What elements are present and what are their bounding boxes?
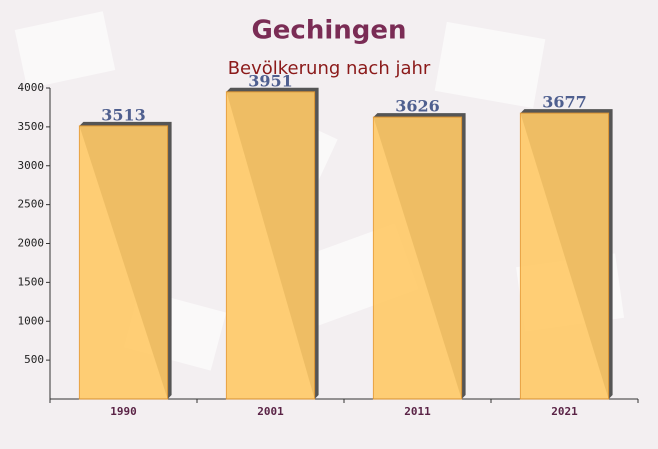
y-tick-label: 1000 — [18, 314, 45, 327]
value-label: 3513 — [101, 105, 146, 124]
bar — [372, 116, 463, 400]
y-tick-label: 3500 — [18, 120, 45, 133]
chart-title: Gechingen — [251, 16, 406, 46]
y-tick-label: 1500 — [18, 275, 45, 288]
value-label: 3951 — [248, 71, 293, 90]
bar — [519, 112, 610, 400]
x-tick-label: 2021 — [551, 405, 578, 418]
y-tick-label: 4000 — [18, 81, 45, 94]
value-label: 3677 — [542, 93, 587, 112]
y-tick-label: 500 — [24, 353, 44, 366]
y-tick-label: 2000 — [18, 237, 45, 250]
value-label: 3626 — [395, 97, 440, 116]
y-tick-label: 3000 — [18, 159, 45, 172]
x-tick-label: 2011 — [404, 405, 431, 418]
y-tick-label: 2500 — [18, 198, 45, 211]
bar — [225, 91, 316, 400]
chart-subtitle: Bevölkerung nach jahr — [228, 58, 431, 79]
bar — [78, 125, 169, 400]
x-tick-label: 1990 — [110, 405, 137, 418]
x-tick-label: 2001 — [257, 405, 284, 418]
